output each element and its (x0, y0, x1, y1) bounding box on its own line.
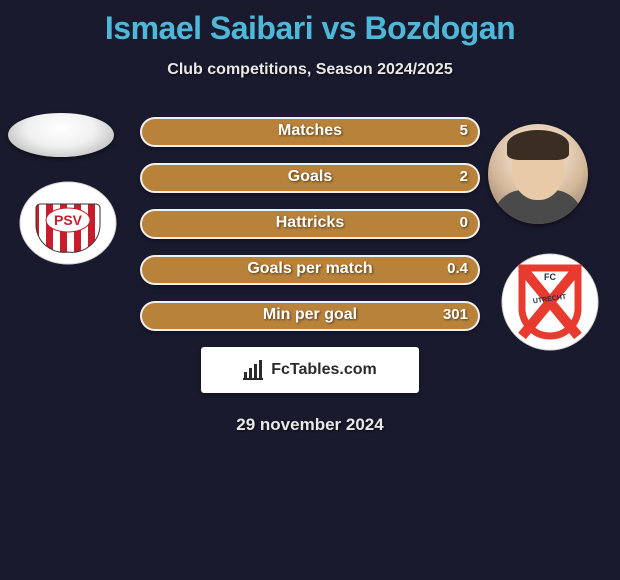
stat-row-hattricks: Hattricks 0 (140, 209, 480, 239)
stat-row-goals-per-match: Goals per match 0.4 (140, 255, 480, 285)
stat-value: 2 (460, 168, 468, 185)
stat-value: 0.4 (447, 260, 468, 277)
player1-name: Ismael Saibari (105, 10, 313, 46)
stat-row-matches: Matches 5 (140, 117, 480, 147)
stat-value: 0 (460, 214, 468, 231)
stat-label: Goals (140, 168, 480, 186)
branding-label: FcTables.com (271, 361, 377, 379)
player2-name: Bozdogan (364, 10, 515, 46)
stat-value: 301 (443, 306, 468, 323)
snapshot-date: 29 november 2024 (0, 415, 620, 435)
stats-list: Matches 5 Goals 2 Hattricks 0 Goals per … (0, 117, 620, 331)
branding-badge: FcTables.com (201, 347, 419, 393)
chart-bars-icon (243, 360, 265, 380)
stat-label: Goals per match (140, 260, 480, 278)
stat-value: 5 (460, 122, 468, 139)
stat-row-goals: Goals 2 (140, 163, 480, 193)
stat-label: Matches (140, 122, 480, 140)
subtitle: Club competitions, Season 2024/2025 (0, 61, 620, 79)
comparison-title: Ismael Saibari vs Bozdogan (0, 0, 620, 47)
stat-label: Hattricks (140, 214, 480, 232)
vs-separator: vs (322, 10, 357, 46)
stat-label: Min per goal (140, 306, 480, 324)
stat-row-min-per-goal: Min per goal 301 (140, 301, 480, 331)
